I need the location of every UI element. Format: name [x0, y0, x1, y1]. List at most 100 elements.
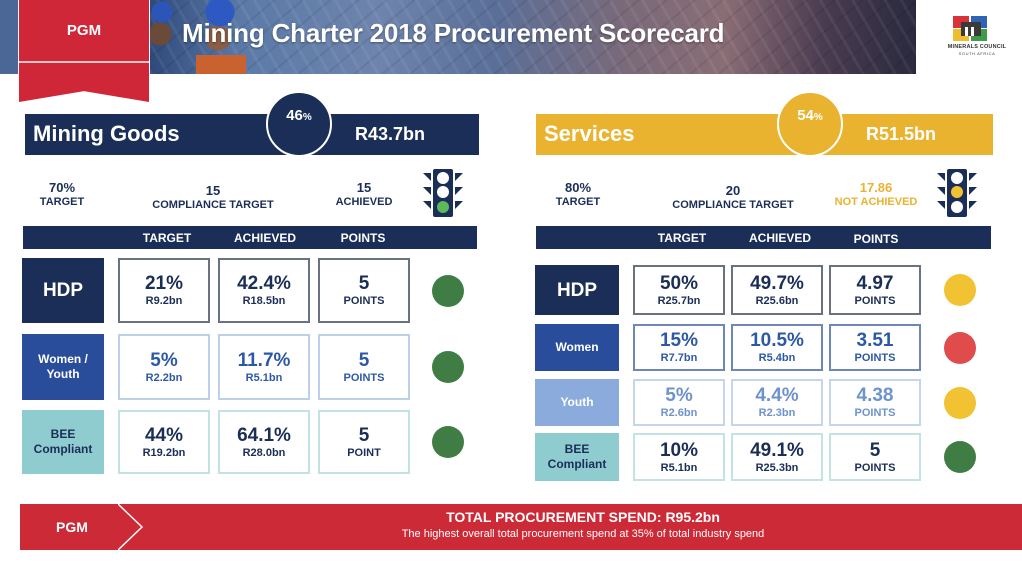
cell-subvalue: R5.1bn [660, 461, 698, 474]
stat-label: TARGET [555, 196, 601, 208]
status-dot-amber-icon [944, 386, 976, 419]
target-stat: 80% TARGET [538, 180, 618, 209]
header-banner-image [150, 0, 916, 74]
stat-label: ACHIEVED [335, 196, 393, 208]
minerals-council-logo: MINERALS COUNCIL SOUTH AFRICA [947, 14, 1007, 62]
logo-text: MINERALS COUNCIL [947, 44, 1007, 50]
cell-value: 5 [869, 439, 881, 461]
compliance-stat: 15 COMPLIANCE TARGET [142, 183, 284, 212]
stat-value: 17.86 [859, 180, 893, 195]
stat-value: 70% [48, 180, 76, 195]
pgm-tag-label: PGM [66, 22, 102, 39]
cell-value: 11.7% [237, 349, 291, 371]
status-dot-red-icon [944, 331, 976, 364]
not-achieved-stat: 17.86 NOT ACHIEVED [828, 180, 924, 209]
cell-value: 49.7% [750, 272, 804, 294]
points-cell: 5 POINTS [318, 258, 410, 323]
status-dot-green-icon [432, 274, 464, 307]
achieved-cell: 42.4% R18.5bn [218, 258, 310, 323]
stat-label: TARGET [39, 196, 85, 208]
section-title: Mining Goods [33, 121, 180, 146]
points-cell: 4.97 POINTS [829, 265, 921, 315]
header-accent-strip [0, 0, 18, 74]
cell-value: 5 [358, 424, 370, 446]
cell-value: 15% [659, 330, 699, 351]
status-dot-green-icon [432, 351, 464, 383]
page-title: Mining Charter 2018 Procurement Scorecar… [182, 18, 725, 48]
share-unit: % [302, 112, 312, 123]
row-label-text: Women / Youth [38, 352, 88, 381]
cell-value: 4.38 [856, 385, 894, 406]
status-dot-amber-icon [944, 274, 976, 306]
worker-image [196, 0, 246, 74]
column-header-points: POINTS [853, 232, 899, 246]
cell-subvalue: POINTS [854, 461, 896, 474]
cell-value: 50% [659, 272, 699, 294]
share-value: 46 [286, 107, 303, 124]
services-bar: Services R51.5bn [536, 114, 993, 155]
share-circle: 54% [777, 91, 843, 157]
points-cell: 4.38 POINTS [829, 379, 921, 426]
column-header-target: TARGET [142, 231, 192, 245]
cell-value: 5 [358, 349, 370, 371]
target-cell: 21% R9.2bn [118, 258, 210, 323]
stat-value: 15 [356, 180, 372, 195]
row-label-text: Women [555, 340, 599, 354]
stat-label: COMPLIANCE TARGET [152, 199, 274, 211]
column-header-achieved: ACHIEVED [233, 231, 296, 245]
achieved-cell: 49.7% R25.6bn [731, 265, 823, 315]
column-header-points: POINTS [340, 231, 386, 245]
cell-subvalue: R9.2bn [145, 295, 183, 307]
cell-subvalue: R25.3bn [755, 461, 799, 474]
cell-value: 5% [665, 385, 693, 406]
cell-subvalue: R28.0bn [242, 446, 286, 459]
cell-subvalue: R2.2bn [145, 371, 183, 384]
achieved-cell: 64.1% R28.0bn [218, 410, 310, 474]
section-amount: R43.7bn [355, 124, 426, 144]
cell-value: 10.5% [750, 330, 804, 351]
target-cell: 44% R19.2bn [118, 410, 210, 474]
points-cell: 3.51 POINTS [829, 324, 921, 371]
row-label-text: HDP [556, 279, 598, 301]
cell-subvalue: R7.7bn [660, 352, 698, 364]
section-title: Services [544, 121, 635, 146]
target-cell: 15% R7.7bn [633, 324, 725, 371]
traffic-light-amber-icon [937, 169, 977, 217]
column-header-target: TARGET [657, 231, 707, 245]
row-label: BEE Compliant [22, 410, 104, 474]
footer-pgm-label: PGM [56, 519, 88, 535]
cell-subvalue: R5.1bn [245, 371, 283, 384]
row-label-text: Youth [560, 395, 594, 409]
row-label: Youth [535, 379, 619, 426]
stat-value: 20 [725, 183, 741, 198]
row-label-text: BEE Compliant [547, 442, 607, 471]
share-unit: % [813, 112, 823, 123]
share-circle: 46% [266, 91, 332, 157]
cell-subvalue: R25.6bn [755, 294, 799, 307]
stat-value: 80% [564, 180, 592, 195]
cell-subvalue: POINT [347, 446, 381, 459]
table-header: TARGET ACHIEVED POINTS [23, 226, 477, 249]
cell-value: 10% [659, 439, 699, 461]
stat-value: 15 [205, 183, 221, 198]
target-stat: 70% TARGET [22, 180, 102, 209]
row-label: BEE Compliant [535, 433, 619, 481]
achieved-cell: 10.5% R5.4bn [731, 324, 823, 371]
row-label-text: BEE Compliant [33, 427, 93, 456]
achieved-stat: 15 ACHIEVED [322, 180, 406, 209]
cell-value: 49.1% [750, 439, 804, 461]
cell-subvalue: R19.2bn [142, 446, 186, 459]
cell-value: 42.4% [237, 273, 291, 294]
cell-subvalue: POINTS [343, 371, 385, 384]
traffic-light-green-icon [423, 169, 463, 217]
pgm-ribbon-tag: PGM [19, 0, 149, 102]
cell-value: 44% [144, 424, 184, 446]
target-cell: 10% R5.1bn [633, 433, 725, 481]
chevron-right-icon [118, 504, 144, 550]
row-label-text: HDP [42, 280, 84, 301]
worker-image [150, 0, 178, 74]
cell-subvalue: R2.3bn [758, 407, 796, 419]
compliance-stat: 20 COMPLIANCE TARGET [662, 183, 804, 212]
cell-subvalue: POINTS [854, 407, 896, 419]
cell-subvalue: R18.5bn [242, 295, 286, 307]
